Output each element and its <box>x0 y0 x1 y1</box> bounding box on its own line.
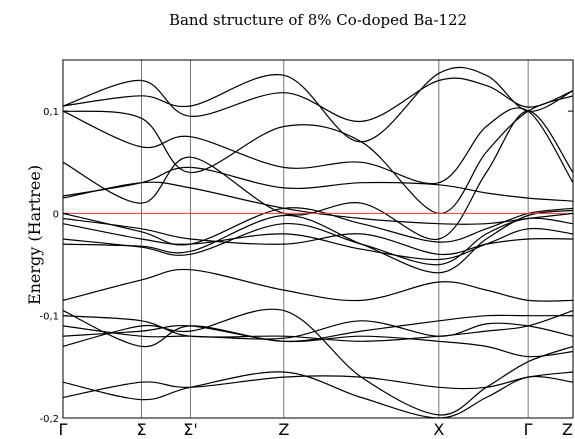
x-tick-label: Γ <box>59 420 68 439</box>
band-lines <box>62 66 574 419</box>
y-axis-label: Energy (Hartree) <box>25 165 44 305</box>
chart-title: Band structure of 8% Co-doped Ba-122 <box>169 11 467 29</box>
y-tick-label: -0,2 <box>39 414 59 425</box>
band-line <box>62 107 574 185</box>
band-line <box>62 181 574 225</box>
band-line <box>62 371 574 419</box>
band-line <box>62 66 574 143</box>
band-line <box>62 223 574 261</box>
x-tick-label: Γ <box>524 420 533 439</box>
x-tick-label: Z <box>562 420 573 439</box>
band-line <box>62 310 573 348</box>
y-tick-label: 0,1 <box>43 107 59 118</box>
x-tick-label: Σ <box>136 420 146 439</box>
x-tick-label: Z <box>278 420 289 439</box>
band-line <box>62 110 574 240</box>
band-line <box>62 217 574 266</box>
band-line <box>62 310 574 342</box>
band-line <box>62 209 574 274</box>
band-line <box>62 166 574 202</box>
band-line <box>62 308 574 416</box>
band-line <box>62 324 574 358</box>
band-line <box>62 95 574 215</box>
band-line <box>62 207 574 246</box>
band-line <box>62 320 574 340</box>
x-tick-label: Σ' <box>183 420 198 439</box>
band-line <box>62 77 574 123</box>
band-line <box>62 217 574 256</box>
y-tick-label: -0,1 <box>39 312 59 323</box>
band-line <box>62 268 574 302</box>
x-tick-label: X <box>433 420 444 439</box>
band-line <box>62 371 574 399</box>
y-tick-label: 0 <box>53 209 59 220</box>
plot-frame <box>62 59 574 419</box>
y-axis-ticks: 0,1 0 -0,1 -0,2 <box>39 107 573 425</box>
x-axis-ticks: Γ Σ Σ' Z X Γ Z <box>59 420 573 439</box>
